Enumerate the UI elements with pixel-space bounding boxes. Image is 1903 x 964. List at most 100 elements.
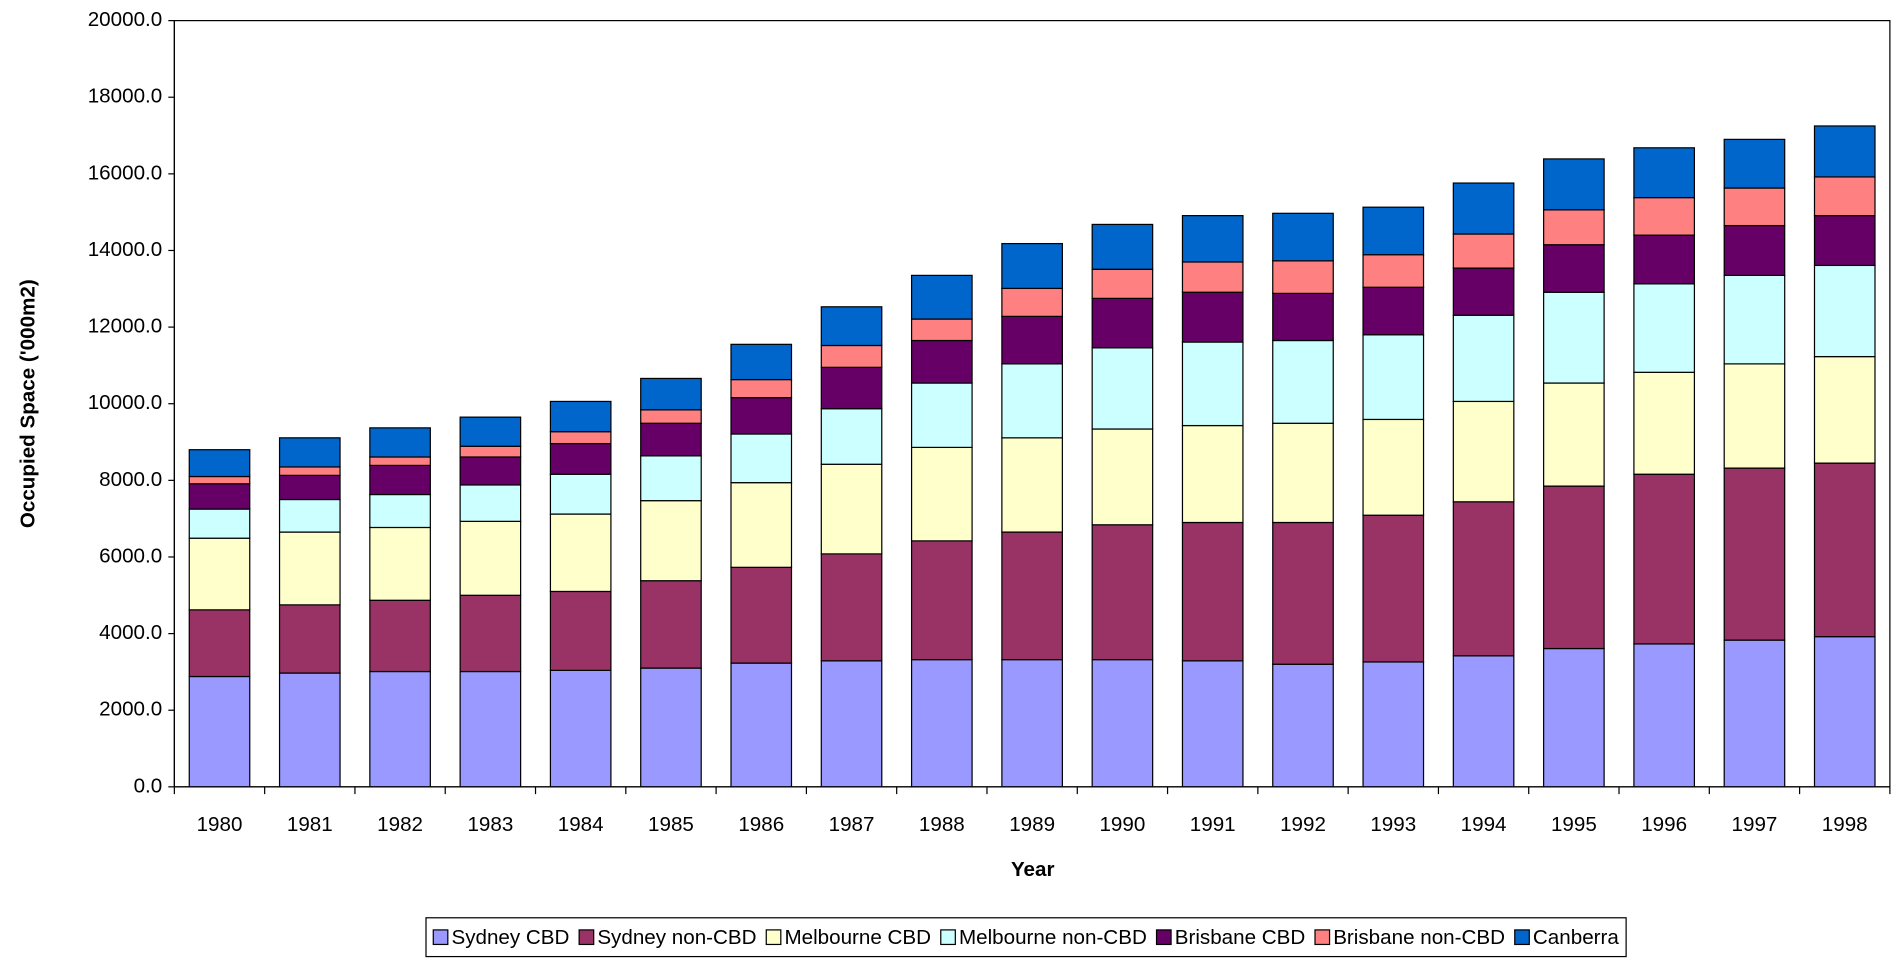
x-tick-label: 1995 (1551, 813, 1597, 836)
bar-segment (1723, 138, 1786, 189)
bar-segment (1452, 267, 1515, 316)
bar-segment (188, 537, 251, 611)
bar-segment (549, 400, 612, 433)
bar-segment (1181, 424, 1244, 524)
bar-segment (730, 433, 793, 484)
bar-segment (1813, 636, 1876, 788)
bar-segment (1543, 291, 1605, 384)
bar-segment (1272, 521, 1334, 665)
bar-segment (369, 526, 431, 601)
bar-segment (278, 437, 341, 468)
bar-segment (188, 508, 251, 539)
bar-segment (1001, 531, 1063, 661)
bar-segment (1181, 521, 1244, 662)
bar-segment (1001, 363, 1063, 439)
bar-segment (1362, 286, 1425, 336)
bar-segment (1543, 244, 1605, 293)
bar-segment (1181, 215, 1244, 263)
x-tick-label: 1990 (1099, 813, 1145, 836)
bar-segment (1813, 125, 1876, 178)
y-tick-label: 8000.0 (99, 468, 162, 491)
y-tick-label: 10000.0 (88, 391, 163, 414)
bar-segment (1813, 215, 1876, 267)
bar-segment (1091, 268, 1154, 299)
x-tick-label: 1991 (1190, 813, 1236, 836)
x-tick-label: 1986 (738, 813, 784, 836)
y-tick-label: 18000.0 (88, 85, 163, 108)
bar-segment (1452, 501, 1515, 657)
bar-segment (820, 553, 883, 662)
bar-segment (369, 493, 431, 529)
legend-label: Sydney non-CBD (597, 926, 756, 949)
x-tick-label: 1996 (1641, 813, 1687, 836)
bar-segment (188, 475, 251, 485)
bar-segment (1543, 485, 1605, 650)
bar-segment (1181, 660, 1244, 788)
x-tick-label: 1980 (197, 813, 243, 836)
x-tick-label: 1984 (558, 813, 604, 836)
bar-segment (1362, 514, 1425, 663)
bar-segment (1543, 209, 1605, 246)
bar-segment (820, 463, 883, 555)
x-tick-label: 1985 (648, 813, 694, 836)
y-tick-label: 12000.0 (88, 315, 163, 338)
y-tick-label: 14000.0 (88, 238, 163, 261)
bar-segment (640, 409, 702, 424)
x-axis-title: Year (1011, 858, 1055, 881)
legend-label: Brisbane CBD (1175, 926, 1306, 949)
x-tick-label: 1982 (377, 813, 423, 836)
bar-segment (1543, 158, 1605, 211)
bar-segment (1001, 437, 1063, 533)
bar-segment (1181, 291, 1244, 343)
legend-label: Melbourne CBD (784, 926, 931, 949)
bar-segment (1633, 283, 1696, 373)
bar-segment (549, 473, 612, 515)
bar-segment (1633, 147, 1696, 199)
bar-segment (1091, 659, 1154, 788)
x-tick-label: 1998 (1822, 813, 1868, 836)
bar-segment (730, 662, 793, 788)
bar-segment (1091, 347, 1154, 430)
bar-segment (1001, 242, 1063, 290)
bar-segment (1181, 341, 1244, 427)
bar-segment (1452, 233, 1515, 269)
x-tick-label: 1997 (1732, 813, 1778, 836)
bar-segment (1543, 647, 1605, 788)
bar-segment (640, 580, 702, 669)
bar-segment (278, 604, 341, 674)
legend-box (425, 917, 1627, 958)
bar-segment (910, 540, 973, 661)
bar-segment (1813, 355, 1876, 464)
legend-label: Canberra (1533, 926, 1619, 949)
bar-segment (459, 456, 522, 486)
bar-segment (459, 416, 522, 447)
bar-segment (1001, 287, 1063, 317)
bar-segment (1723, 363, 1786, 469)
bar-segment (730, 343, 793, 381)
legend-label: Brisbane non-CBD (1333, 926, 1505, 949)
bar-segment (730, 482, 793, 568)
bar-segment (188, 675, 251, 788)
bar-segment (1452, 400, 1515, 503)
bar-segment (910, 339, 973, 384)
bar-segment (1362, 206, 1425, 256)
y-tick-label: 20000.0 (88, 8, 163, 31)
y-tick-label: 2000.0 (99, 698, 162, 721)
x-tick-label: 1989 (1009, 813, 1055, 836)
bar-segment (1362, 334, 1425, 421)
x-tick-label: 1983 (467, 813, 513, 836)
bar-segment (278, 466, 341, 476)
bar-segment (820, 344, 883, 368)
legend-label: Melbourne non-CBD (959, 926, 1147, 949)
y-tick-label: 4000.0 (99, 621, 162, 644)
bar-segment (1543, 382, 1605, 487)
bar-segment (1091, 428, 1154, 526)
bar-segment (1452, 655, 1515, 788)
bar-segment (1272, 339, 1334, 424)
bar-segment (1091, 297, 1154, 349)
bar-segment (369, 427, 431, 458)
bar-segment (369, 456, 431, 467)
bar-segment (730, 378, 793, 399)
x-tick-label: 1981 (287, 813, 333, 836)
bar-segment (459, 670, 522, 788)
